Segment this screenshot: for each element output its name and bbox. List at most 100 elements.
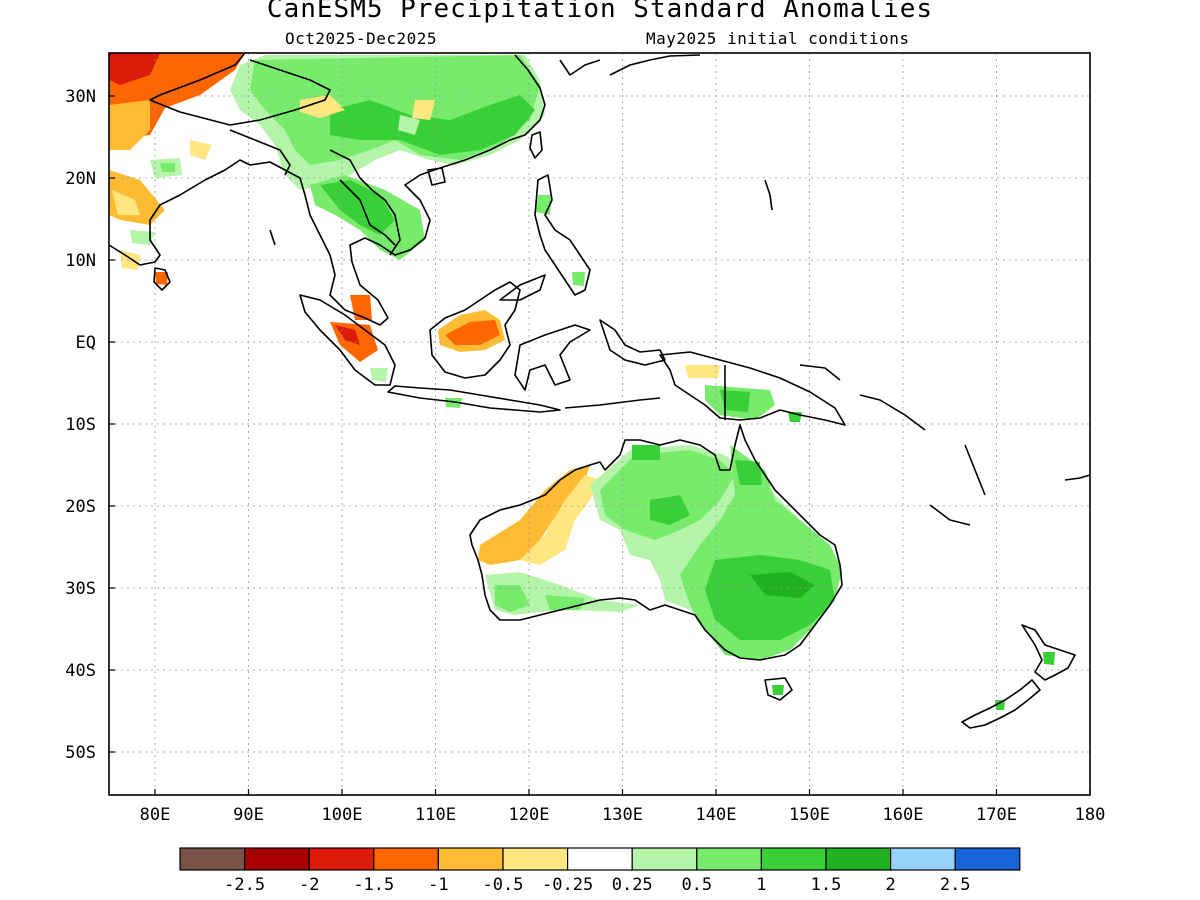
border xyxy=(229,129,291,176)
border xyxy=(339,179,396,246)
anomaly-patch xyxy=(109,100,150,150)
lon-tick-label: 120E xyxy=(509,805,550,825)
border xyxy=(329,149,401,256)
map-title: CanESM5 Precipitation Standard Anomalies xyxy=(266,0,934,24)
colorbar-swatch xyxy=(889,847,956,871)
lat-tick-label: 20N xyxy=(65,169,96,189)
anomaly-patch xyxy=(398,115,420,135)
coastline-new-guinea xyxy=(659,351,846,426)
lon-tick-label: 180 xyxy=(1075,805,1106,825)
anomaly-patch xyxy=(155,272,168,285)
colorbar-label: -1.5 xyxy=(353,875,394,895)
lon-tick-label: 100E xyxy=(322,805,363,825)
coastlines xyxy=(108,52,1091,729)
lon-tick-label: 170E xyxy=(976,805,1017,825)
lon-tick-label: 80E xyxy=(140,805,171,825)
colorbar-swatch xyxy=(760,847,827,871)
coastline-fiji xyxy=(1064,474,1091,481)
colorbar-swatch xyxy=(631,847,698,871)
anomaly-patch xyxy=(109,53,160,85)
lat-tick-label: 10N xyxy=(65,251,96,271)
anomaly-patch xyxy=(335,325,360,345)
colorbar-label: -2 xyxy=(299,875,319,895)
anomaly-patch xyxy=(330,95,535,155)
colorbar-swatch xyxy=(179,847,246,871)
coastline-sulawesi xyxy=(514,324,591,391)
coastline-korea xyxy=(559,59,601,76)
anomaly-patch xyxy=(705,555,835,640)
coastline-nz-south xyxy=(961,679,1041,729)
lon-tick-label: 140E xyxy=(696,805,737,825)
anomaly-patch xyxy=(572,272,585,286)
anomaly-patch xyxy=(772,685,784,695)
lat-tick-label: 20S xyxy=(65,497,96,517)
colorbar-swatch xyxy=(825,847,892,871)
colorbar-label: 1.5 xyxy=(811,875,842,895)
coastline-marianas xyxy=(764,179,773,211)
colorbar-swatch xyxy=(696,847,762,871)
colorbar-swatch xyxy=(373,847,439,871)
lon-tick-label: 90E xyxy=(233,805,264,825)
coastline-new-britain xyxy=(799,364,841,381)
coastline-lesser-sunda xyxy=(564,397,661,409)
anomaly-patch xyxy=(190,140,212,160)
anomaly-patch xyxy=(750,572,815,598)
lon-tick-label: 110E xyxy=(415,805,456,825)
colorbar-label: -1 xyxy=(428,875,448,895)
coastline-solomons xyxy=(859,394,926,431)
coastline-borneo xyxy=(429,281,521,379)
anomaly-patch xyxy=(600,450,735,540)
colorbar-label: 1 xyxy=(756,875,766,895)
colorbar-swatch xyxy=(566,847,633,871)
lon-tick-label: 160E xyxy=(883,805,924,825)
lat-tick-label: 40S xyxy=(65,661,96,681)
anomaly-patch xyxy=(160,163,175,172)
anomaly-patch xyxy=(370,368,388,382)
initial-conditions: May2025 initial conditions xyxy=(646,29,910,48)
colorbar-label: 2.5 xyxy=(940,875,971,895)
coastline-hainan xyxy=(427,167,446,186)
colorbar-swatch xyxy=(437,847,504,871)
coastline-nz-north xyxy=(1021,624,1076,681)
anomaly-patch xyxy=(650,495,690,525)
anomaly-patch xyxy=(445,320,500,345)
colorbar-label: 0.5 xyxy=(681,875,712,895)
coastline-andaman xyxy=(269,229,276,246)
coastline-taiwan xyxy=(529,131,543,159)
coastline-java xyxy=(387,385,561,413)
colorbar-label: -0.5 xyxy=(483,875,524,895)
anomaly-patch xyxy=(685,365,720,378)
coastline-sri-lanka xyxy=(153,267,171,291)
anomaly-patch xyxy=(1043,652,1055,665)
coastline-islands xyxy=(964,444,986,496)
anomaly-patch xyxy=(478,465,590,565)
colorbar-swatch xyxy=(502,847,569,871)
colorbar-swatch xyxy=(308,847,375,871)
coastline-vanuatu xyxy=(929,504,971,526)
lat-tick-label: 50S xyxy=(65,743,96,763)
anomaly-patch xyxy=(632,445,660,460)
anomaly-patch xyxy=(412,100,435,120)
anomaly-patch xyxy=(300,95,345,118)
colorbar-label: -0.25 xyxy=(542,875,593,895)
border xyxy=(149,52,331,126)
anomaly-patch xyxy=(495,585,530,612)
colorbar-label: -2.5 xyxy=(224,875,265,895)
lon-tick-label: 130E xyxy=(602,805,643,825)
longitude-axis: 80E 90E 100E 110E 120E 130E 140E 150E 160E 170E 18… xyxy=(140,789,1106,825)
lat-tick-label: 30N xyxy=(65,87,96,107)
anomaly-patch xyxy=(995,700,1005,710)
graticule xyxy=(109,53,1090,795)
lat-tick-label: 10S xyxy=(65,415,96,435)
forecast-period: Oct2025-Dec2025 xyxy=(285,29,437,48)
lon-tick-label: 150E xyxy=(789,805,830,825)
lat-tick-label: 30S xyxy=(65,579,96,599)
anomaly-patch xyxy=(720,390,750,412)
coastline-tasmania xyxy=(764,677,793,701)
coastline xyxy=(108,54,546,326)
colorbar-label: 0.25 xyxy=(612,875,653,895)
anomaly-patch xyxy=(112,190,140,215)
coastline-philippines xyxy=(534,174,591,296)
coastline-australia xyxy=(469,424,843,661)
